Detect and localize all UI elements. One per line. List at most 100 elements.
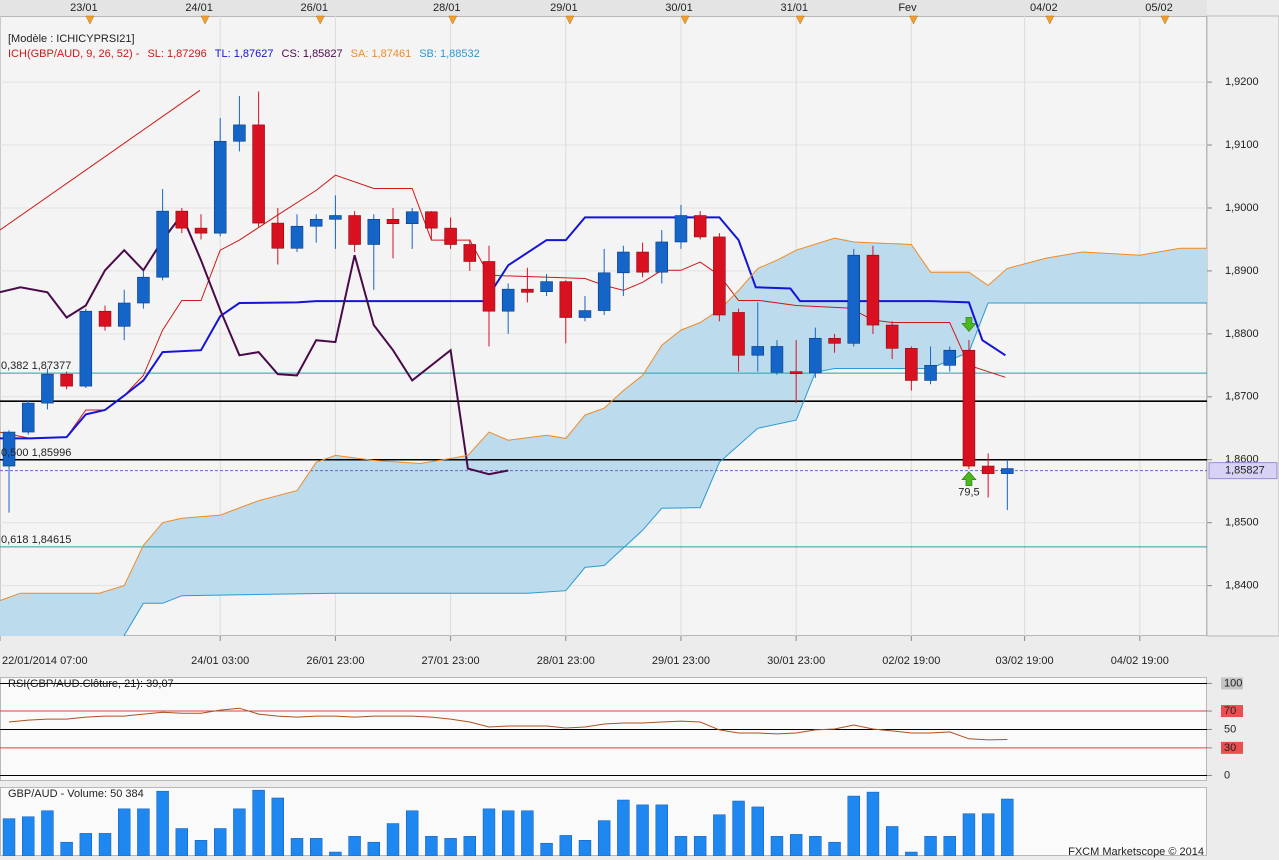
trendline: [0, 89, 201, 231]
candle-body: [981, 465, 995, 474]
candle-body: [21, 402, 35, 433]
top-date-label: 24/01: [185, 2, 213, 14]
volume-bar: [60, 841, 73, 856]
candle-body: [271, 222, 285, 249]
plot-area: [2, 789, 1014, 856]
volume-bar: [924, 836, 937, 856]
legend-entry: SB: 1,88532: [419, 48, 480, 60]
candle-body: [789, 371, 803, 374]
volume-bar: [501, 810, 515, 856]
y-tick-box: [1221, 741, 1243, 754]
volume-layer: [2, 789, 1014, 856]
candle-body: [41, 373, 54, 404]
volume-bar: [348, 836, 361, 856]
y-tick-label: 1,9100: [1225, 139, 1259, 151]
indicator-line: [0, 237, 1207, 602]
volume-bar: [943, 836, 956, 856]
last-price-label: 1,85827: [1225, 465, 1265, 477]
volume-bar: [578, 840, 592, 856]
volume-bar: [847, 795, 860, 856]
legend-entry: SL: 1,87296: [147, 48, 206, 60]
candle-body: [905, 348, 918, 381]
candle-body: [117, 302, 131, 327]
candle-body: [559, 281, 573, 318]
x-tick-label: 29/01 23:00: [652, 655, 710, 667]
y-tick-label: 1,8900: [1225, 265, 1259, 277]
date-marker: [200, 15, 210, 25]
top-date-label: Fev: [898, 2, 917, 14]
indicator-line: [0, 212, 509, 476]
volume-bar: [118, 808, 131, 856]
volume-bar: [79, 833, 93, 856]
y-tick-label: 0: [1224, 769, 1230, 781]
volume-bar: [962, 813, 976, 856]
volume-bar: [329, 851, 342, 856]
legend: ICH(GBP/AUD, 9, 26, 52) - SL: 1,87296 TL: …: [8, 48, 480, 60]
candle-body: [847, 254, 861, 344]
date-marker: [448, 15, 458, 25]
volume-bar: [41, 810, 54, 856]
volume-bar: [540, 842, 553, 856]
top-date-label: 05/02: [1145, 2, 1173, 14]
volume-bar: [463, 836, 476, 856]
date-marker: [909, 15, 918, 25]
volume-bar: [866, 791, 880, 856]
volume-bar: [751, 806, 764, 856]
cloud-fill: [0, 238, 1207, 636]
volume-bar: [386, 823, 400, 856]
volume-bar: [655, 804, 668, 856]
y-tick-label: 70: [1224, 705, 1236, 717]
volume-bar: [693, 836, 707, 856]
candle-body: [770, 346, 784, 373]
date-marker: [565, 15, 575, 25]
volume-bar: [271, 797, 285, 856]
volume-bar: [214, 828, 227, 856]
candle-body: [367, 219, 381, 245]
candle-body: [885, 324, 899, 349]
volume-bar: [981, 813, 995, 856]
candle-body: [329, 215, 342, 220]
volume-bar: [482, 808, 496, 856]
volume-bar: [732, 800, 745, 856]
rsi-layer: 0 30 50 70 100: [0, 677, 1243, 781]
indicator-line: [123, 302, 1207, 636]
date-marker: [1045, 15, 1055, 25]
candle-body: [290, 225, 304, 249]
top-date-label: 29/01: [550, 2, 578, 14]
volume-bar: [22, 816, 35, 856]
y-tick-label: 1,9200: [1225, 76, 1259, 88]
candle-body: [809, 337, 822, 374]
volume-bar: [98, 833, 112, 856]
candle-body: [2, 431, 16, 467]
fib-label: 0,500 1,85996: [1, 447, 71, 459]
x-tick-label: 22/01/2014 07:00: [2, 655, 88, 667]
candle-body: [194, 227, 208, 234]
candle-body: [540, 281, 553, 292]
x-tick-label: 02/02 19:00: [882, 655, 940, 667]
candle-body: [98, 310, 112, 327]
candle-body: [866, 254, 880, 326]
volume-title: GBP/AUD - Volume: 50 384: [8, 788, 144, 800]
candle-body: [732, 312, 745, 356]
volume-bar: [828, 841, 841, 856]
price-layer: 1,84001,85001,86001,87001,88001,89001,90…: [0, 2, 1278, 667]
candle-body: [636, 251, 649, 273]
volume-bar: [521, 810, 534, 856]
y-tick-label: 50: [1224, 723, 1236, 735]
rsi-title: RSI(GBP/AUD.Clôture, 21): 39,07: [8, 678, 174, 690]
candle-body: [924, 365, 937, 381]
top-date-label: 26/01: [301, 2, 329, 14]
candle-body: [751, 346, 765, 356]
candle-body: [213, 140, 227, 234]
candle-body: [309, 219, 323, 227]
volume-bar: [674, 836, 688, 856]
legend-entry: SA: 1,87461: [351, 48, 412, 60]
volume-bar: [885, 826, 899, 856]
candle-body: [693, 215, 707, 238]
top-date-label: 31/01: [780, 2, 808, 14]
candle-body: [156, 210, 169, 278]
footer: FXCM Marketscope © 2014: [1068, 846, 1204, 858]
volume-bar: [809, 836, 822, 856]
